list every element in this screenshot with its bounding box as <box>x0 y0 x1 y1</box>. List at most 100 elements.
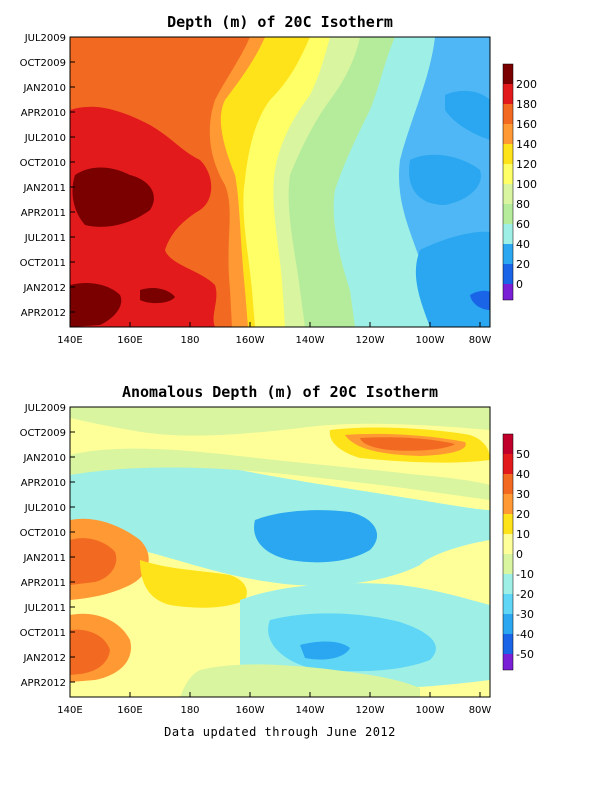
bottom-colorbar-swatch-5 <box>503 534 513 554</box>
bottom-y-tick-10: JAN2012 <box>22 653 75 664</box>
top-heatmap-field <box>70 37 490 327</box>
bottom-y-tick-9: OCT2011 <box>20 628 75 639</box>
top-band-darkblue <box>470 290 490 310</box>
bottom-heatmap-field <box>70 407 490 697</box>
top-colorbar-swatch-3 <box>503 124 513 144</box>
top-colorbar-swatch-0 <box>503 64 513 84</box>
bottom-colorbar-swatch-3 <box>503 494 513 514</box>
bottom-y-tick-label-4: JUL2010 <box>24 503 66 514</box>
top-colorbar-label-2: 160 <box>516 118 537 131</box>
bottom-x-tick-2: 180 <box>180 692 200 716</box>
top-x-tick-label-3: 160W <box>236 335 265 346</box>
bottom-y-tick-label-6: JAN2011 <box>22 553 66 564</box>
top-colorbar-swatch-1 <box>503 84 513 104</box>
bottom-x-tick-label-7: 80W <box>469 705 492 716</box>
bottom-y-tick-label-1: OCT2009 <box>20 428 66 439</box>
bottom-x-tick-label-1: 160E <box>117 705 142 716</box>
top-panel: Depth (m) of 20C Isotherm JUL2009 OCT200… <box>20 13 537 346</box>
bottom-band-darkorange-lowleft <box>70 629 110 675</box>
top-y-tick-label-11: APR2012 <box>21 308 66 319</box>
bottom-y-tick-label-9: OCT2011 <box>20 628 66 639</box>
bottom-y-tick-label-10: JAN2012 <box>22 653 66 664</box>
top-x-tick-label-2: 180 <box>180 335 199 346</box>
bottom-x-tick-1: 160E <box>117 692 143 716</box>
top-band-blue-a <box>409 154 481 205</box>
top-x-tick-label-4: 140W <box>296 335 325 346</box>
bottom-band-green-top <box>70 407 490 436</box>
bottom-colorbar-label-1: 40 <box>516 468 530 481</box>
top-colorbar-label-0: 200 <box>516 78 537 91</box>
bottom-y-tick-5: OCT2010 <box>20 528 75 539</box>
bottom-x-tick-6: 100W <box>416 692 445 716</box>
top-colorbar-label-7: 60 <box>516 218 530 231</box>
bottom-colorbar-swatch-7 <box>503 574 513 594</box>
top-x-tick-label-6: 100W <box>416 335 445 346</box>
bottom-y-tick-label-2: JAN2010 <box>22 453 66 464</box>
top-y-tick-label-1: OCT2009 <box>20 58 66 69</box>
bottom-y-tick-label-8: JUL2011 <box>24 603 66 614</box>
bottom-band-green-mid <box>70 448 490 500</box>
bottom-colorbar-label-10: -50 <box>516 648 534 661</box>
bottom-x-tick-7: 80W <box>469 692 492 716</box>
bottom-colorbar-label-9: -40 <box>516 628 534 641</box>
bottom-x-tick-label-0: 140E <box>57 705 82 716</box>
top-y-tick-label-4: JUL2010 <box>24 133 66 144</box>
top-x-tick-label-1: 160E <box>117 335 142 346</box>
top-x-tick-7: 80W <box>469 322 491 346</box>
top-x-axis: 140E 160E 180 160W 140W 120W 100W 80W <box>57 322 491 346</box>
top-y-tick-label-7: APR2011 <box>21 208 66 219</box>
bottom-band-yellow-band <box>140 560 247 608</box>
bottom-x-tick-label-4: 140W <box>296 705 325 716</box>
top-colorbar: 200 180 160 140 120 100 80 60 40 20 0 <box>502 63 537 301</box>
top-y-tick-label-3: APR2010 <box>21 108 66 119</box>
top-y-tick-10: JAN2012 <box>22 283 75 294</box>
bottom-band-blue-low <box>300 641 350 660</box>
top-colorbar-swatch-4 <box>503 144 513 164</box>
bottom-y-tick-3: APR2010 <box>21 478 75 489</box>
top-y-tick-label-9: OCT2011 <box>20 258 66 269</box>
top-y-tick-label-8: JUL2011 <box>24 233 66 244</box>
bottom-x-tick-4: 140W <box>296 692 325 716</box>
bottom-x-tick-label-3: 160W <box>236 705 265 716</box>
bottom-x-tick-label-2: 180 <box>180 705 199 716</box>
top-y-tick-label-2: JAN2010 <box>22 83 66 94</box>
bottom-y-tick-8: JUL2011 <box>24 603 75 614</box>
top-colorbar-swatch-11 <box>503 284 513 300</box>
top-x-tick-label-5: 120W <box>356 335 385 346</box>
bottom-colorbar-label-2: 30 <box>516 488 530 501</box>
bottom-y-tick-label-5: OCT2010 <box>20 528 66 539</box>
top-colorbar-label-8: 40 <box>516 238 530 251</box>
bottom-plot-frame <box>69 406 491 698</box>
top-x-tick-6: 100W <box>416 322 445 346</box>
top-y-tick-1: OCT2009 <box>20 58 75 69</box>
top-y-tick-4: JUL2010 <box>24 133 75 144</box>
top-colorbar-swatch-5 <box>503 164 513 184</box>
bottom-band-green-bottomband <box>180 664 420 697</box>
bottom-panel: Anomalous Depth (m) of 20C Isotherm JUL2… <box>20 383 534 716</box>
top-colorbar-swatch-8 <box>503 224 513 244</box>
bottom-colorbar-swatch-1 <box>503 454 513 474</box>
top-y-tick-11: APR2012 <box>21 308 75 319</box>
bottom-band-darkorange-left <box>70 538 117 585</box>
top-colorbar-swatch-2 <box>503 104 513 124</box>
top-colorbar-swatch-7 <box>503 204 513 224</box>
bottom-y-tick-2: JAN2010 <box>22 453 75 464</box>
bottom-y-tick-label-11: APR2012 <box>21 678 66 689</box>
top-colorbar-swatch-6 <box>503 184 513 204</box>
top-y-tick-9: OCT2011 <box>20 258 75 269</box>
top-colorbar-label-4: 120 <box>516 158 537 171</box>
bottom-band-darkorange-topright <box>360 437 455 451</box>
top-colorbar-frame <box>502 63 514 301</box>
top-x-tick-5: 120W <box>356 322 385 346</box>
bottom-colorbar-frame <box>502 433 514 671</box>
bottom-colorbar-label-8: -30 <box>516 608 534 621</box>
top-colorbar-label-1: 180 <box>516 98 537 111</box>
top-x-tick-1: 160E <box>117 322 143 346</box>
top-band-red <box>70 106 217 327</box>
top-y-tick-3: APR2010 <box>21 108 75 119</box>
bottom-colorbar-swatch-6 <box>503 554 513 574</box>
top-band-blue-b <box>415 231 490 327</box>
top-y-tick-5: OCT2010 <box>20 158 75 169</box>
top-y-tick-label-6: JAN2011 <box>22 183 66 194</box>
